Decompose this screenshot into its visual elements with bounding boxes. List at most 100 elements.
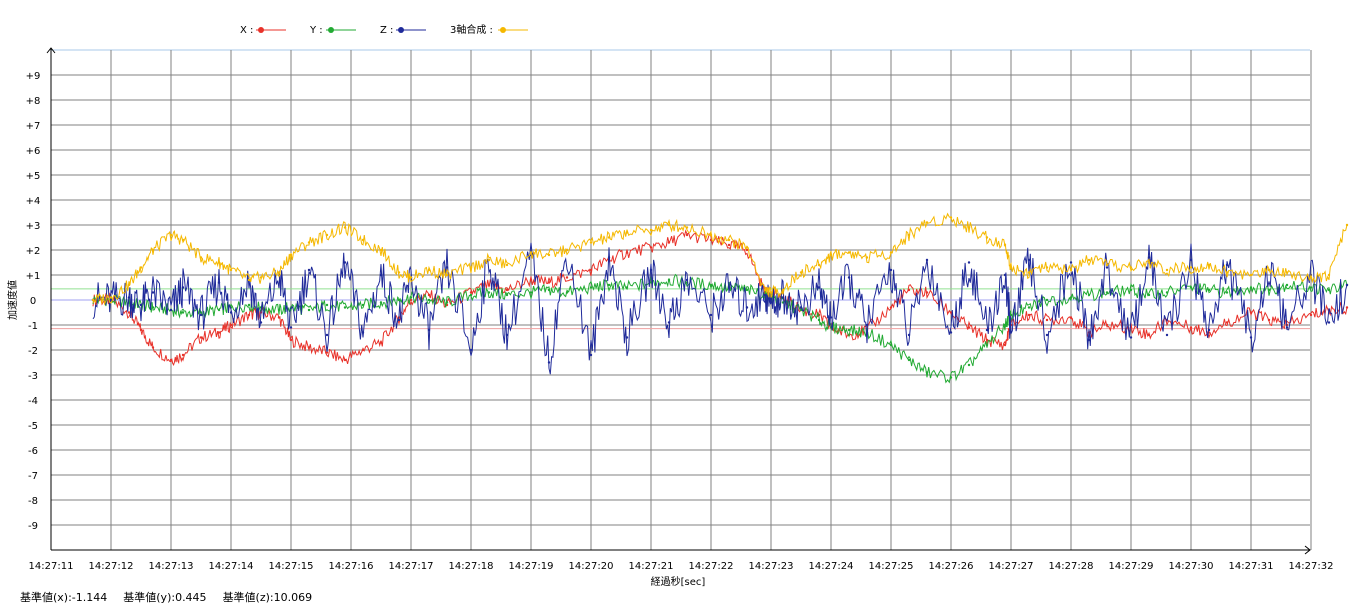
data-point <box>361 331 365 334</box>
data-point <box>781 288 785 292</box>
chart-axes <box>46 47 1311 555</box>
y-tick-label: -6 <box>28 446 38 457</box>
data-point <box>259 321 263 324</box>
data-point <box>199 336 203 339</box>
data-point <box>685 226 689 229</box>
x-tick-label: 14:27:11 <box>29 561 74 572</box>
data-point <box>379 301 383 304</box>
legend-swatch-marker <box>258 27 264 33</box>
x-tick-label: 14:27:19 <box>509 561 554 572</box>
y-tick-label: +9 <box>26 71 41 82</box>
data-point <box>1285 283 1289 287</box>
data-point <box>181 353 185 357</box>
data-point <box>151 248 155 252</box>
data-point <box>139 303 143 307</box>
data-point <box>745 246 749 249</box>
data-point <box>505 333 509 337</box>
data-point <box>949 376 953 379</box>
data-point <box>1225 263 1229 267</box>
data-point <box>361 303 365 307</box>
y-tick-label: 0 <box>30 296 36 307</box>
data-point <box>277 308 281 312</box>
data-point <box>889 268 893 272</box>
data-point <box>745 248 749 252</box>
data-point <box>379 248 383 252</box>
x-tick-label: 14:27:14 <box>209 561 254 572</box>
data-point <box>967 261 971 264</box>
data-point <box>763 293 767 297</box>
data-point <box>247 278 251 282</box>
data-point <box>427 298 431 302</box>
data-point <box>469 293 473 297</box>
data-point <box>709 283 713 287</box>
data-point <box>217 281 221 284</box>
data-point <box>1105 291 1109 294</box>
data-point <box>667 241 671 244</box>
data-point <box>1069 316 1073 319</box>
data-point <box>985 328 989 332</box>
data-point <box>1105 266 1109 269</box>
data-point <box>1045 333 1049 337</box>
data-point <box>1327 288 1331 292</box>
series-2 <box>91 273 1349 384</box>
data-point <box>1003 273 1007 277</box>
data-point <box>925 221 929 224</box>
y-tick-label: -1 <box>28 321 38 332</box>
data-point <box>1129 336 1133 339</box>
y-tick-label: -7 <box>28 471 38 482</box>
data-point <box>361 238 365 242</box>
legend-entry: 3軸合成 : <box>450 23 528 36</box>
legend-swatch-marker <box>398 27 404 33</box>
x-tick-label: 14:27:17 <box>389 561 434 572</box>
data-point <box>967 226 971 229</box>
data-point <box>181 286 185 289</box>
data-point <box>589 268 593 272</box>
data-point <box>1003 323 1007 327</box>
data-point <box>709 238 713 242</box>
x-tick-label: 14:27:21 <box>629 561 674 572</box>
data-point <box>1045 266 1049 269</box>
data-point <box>307 241 311 244</box>
reference-y-value: 基準値(y):0.445 <box>123 591 207 604</box>
y-tick-label: +5 <box>26 171 41 182</box>
data-point <box>1003 243 1007 247</box>
data-point <box>649 246 653 249</box>
data-point <box>625 286 629 289</box>
data-point <box>1249 273 1253 277</box>
data-point <box>649 268 653 272</box>
data-point <box>343 358 347 362</box>
data-point <box>343 261 347 264</box>
data-point <box>1009 331 1013 334</box>
data-point <box>217 331 221 334</box>
legend-label: Y : <box>309 25 323 36</box>
data-point <box>667 278 671 282</box>
data-point <box>529 278 533 282</box>
data-point <box>1045 318 1049 322</box>
data-point <box>229 311 233 314</box>
data-point <box>727 243 731 247</box>
data-point <box>289 338 293 342</box>
data-point <box>229 268 233 272</box>
data-point <box>985 236 989 239</box>
data-point <box>1345 283 1349 287</box>
data-point <box>217 261 221 264</box>
data-point <box>397 318 401 322</box>
data-point <box>427 293 431 297</box>
data-point <box>1309 276 1313 279</box>
data-point <box>1207 263 1211 267</box>
data-point <box>1027 306 1031 309</box>
data-point <box>379 273 383 277</box>
data-point <box>181 238 185 242</box>
data-point <box>169 233 173 237</box>
data-point <box>169 358 173 362</box>
data-point <box>217 308 221 312</box>
data-point <box>1189 326 1193 329</box>
data-point <box>565 248 569 252</box>
data-point <box>709 313 713 317</box>
data-point <box>1285 271 1289 274</box>
data-point <box>1087 293 1091 297</box>
y-tick-label: -8 <box>28 496 38 507</box>
data-point <box>1189 258 1193 262</box>
data-point <box>769 301 773 304</box>
data-point <box>1105 323 1109 327</box>
